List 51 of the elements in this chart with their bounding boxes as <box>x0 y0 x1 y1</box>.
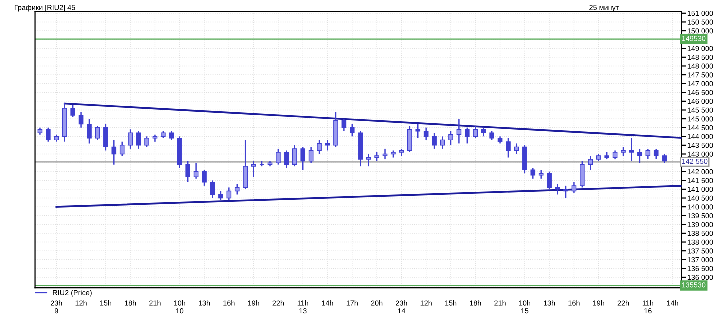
candlestick <box>243 140 248 190</box>
candlestick <box>95 125 100 141</box>
candlestick <box>638 148 642 164</box>
candlestick <box>572 182 577 194</box>
candlestick <box>70 104 76 118</box>
candlestick <box>186 160 190 184</box>
candlestick <box>210 180 216 199</box>
candlestick <box>366 154 372 168</box>
candlestick <box>46 127 51 143</box>
candlestick <box>473 125 478 140</box>
candlestick <box>555 184 560 196</box>
candlestick <box>136 130 142 150</box>
candlestick <box>112 140 117 166</box>
candlestick <box>144 136 150 148</box>
candlestick <box>448 130 454 146</box>
candlestick <box>87 118 92 144</box>
candlestick <box>350 124 355 138</box>
candlestick <box>292 144 298 168</box>
candlestick <box>325 140 330 152</box>
candlestick <box>300 146 306 171</box>
candlestick <box>226 187 232 201</box>
candlestick <box>104 124 108 152</box>
candlestick <box>317 140 322 155</box>
candlestick <box>120 141 125 157</box>
candlestick <box>432 132 437 150</box>
candlestick <box>128 128 133 150</box>
candlestick <box>629 138 634 162</box>
candlestick <box>580 160 585 188</box>
candlestick <box>382 148 388 160</box>
candlestick <box>276 148 281 166</box>
candlestick <box>408 125 412 154</box>
candlestick <box>251 160 256 178</box>
candlestick <box>284 150 290 169</box>
candlestick <box>530 168 536 180</box>
candlestick <box>234 184 240 196</box>
candlestick <box>588 155 594 171</box>
candlestick <box>646 148 651 160</box>
candlestick <box>506 138 511 158</box>
candlestick <box>342 118 347 132</box>
candlestick <box>547 171 552 190</box>
candlestick <box>654 148 659 160</box>
candlestick <box>514 143 520 155</box>
candlestick <box>78 111 84 128</box>
candlestick <box>522 144 528 174</box>
candlestick <box>308 146 314 164</box>
candlestick <box>465 127 470 144</box>
candlestick <box>564 185 568 199</box>
candlestick <box>202 169 207 187</box>
candlestick <box>424 127 429 141</box>
candlestick <box>440 136 446 150</box>
candlestick <box>194 162 199 180</box>
